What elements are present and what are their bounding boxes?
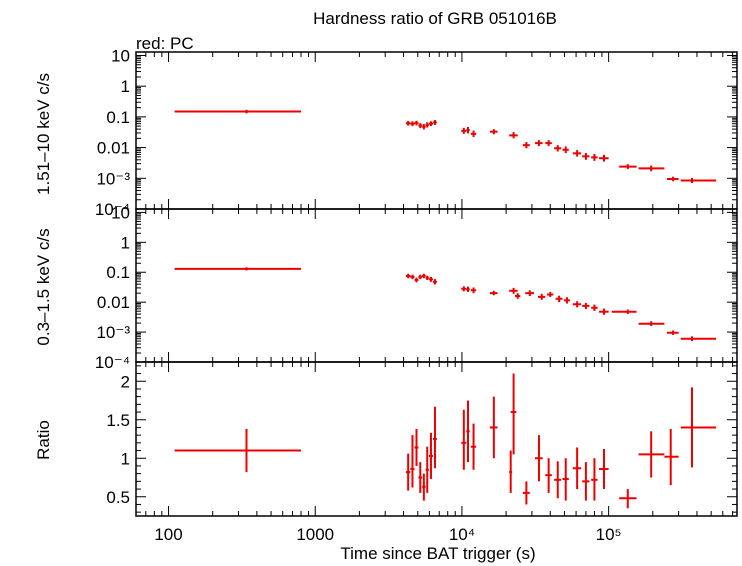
panel-2-y-tick-label: 0.1: [106, 263, 130, 282]
panel-3-y-tick-label: 1.5: [106, 411, 130, 430]
chart-title: Hardness ratio of GRB 051016B: [313, 9, 557, 28]
panel-1-y-tick-label: 1: [121, 77, 130, 96]
x-tick-label: 10⁴: [449, 525, 475, 544]
panel-3-y-tick-label: 2: [121, 372, 130, 391]
panel-3-y-tick-label: 0.5: [106, 488, 130, 507]
x-tick-label: 1000: [296, 525, 334, 544]
panel-1-y-tick-label: 10⁻⁴: [95, 200, 130, 219]
panel-2-y-tick-label: 10⁻⁴: [95, 353, 130, 372]
panel-2-y-axis-label: 0.3–1.5 keV c/s: [34, 228, 53, 345]
plot-area: 1010.10.0110⁻³10⁻⁴1010.10.0110⁻³10⁻⁴21.5…: [95, 46, 738, 544]
panel-2-y-tick-label: 1: [121, 233, 130, 252]
x-tick-label: 100: [154, 525, 182, 544]
x-tick-label: 10⁵: [596, 525, 622, 544]
panel-2-y-tick-label: 10: [111, 203, 130, 222]
panel-1-y-axis-label: 1.51–10 keV c/s: [34, 73, 53, 195]
panel-1-y-tick-label: 0.01: [97, 139, 130, 158]
panel-2-frame: [135, 208, 738, 363]
panel-1-y-tick-label: 0.1: [106, 108, 130, 127]
x-axis-label: Time since BAT trigger (s): [340, 544, 535, 563]
panel-3-y-tick-label: 1: [121, 449, 130, 468]
panel-1-y-tick-label: 10: [111, 46, 130, 65]
chart-subtitle: red: PC: [136, 34, 194, 53]
panel-3-frame: [135, 361, 738, 517]
panel-3-y-axis-label: Ratio: [34, 420, 53, 460]
panel-1-frame: [135, 51, 738, 210]
panel-2-y-tick-label: 0.01: [97, 293, 130, 312]
panel-2-y-tick-label: 10⁻³: [96, 323, 130, 342]
panel-1-y-tick-label: 10⁻³: [96, 169, 130, 188]
